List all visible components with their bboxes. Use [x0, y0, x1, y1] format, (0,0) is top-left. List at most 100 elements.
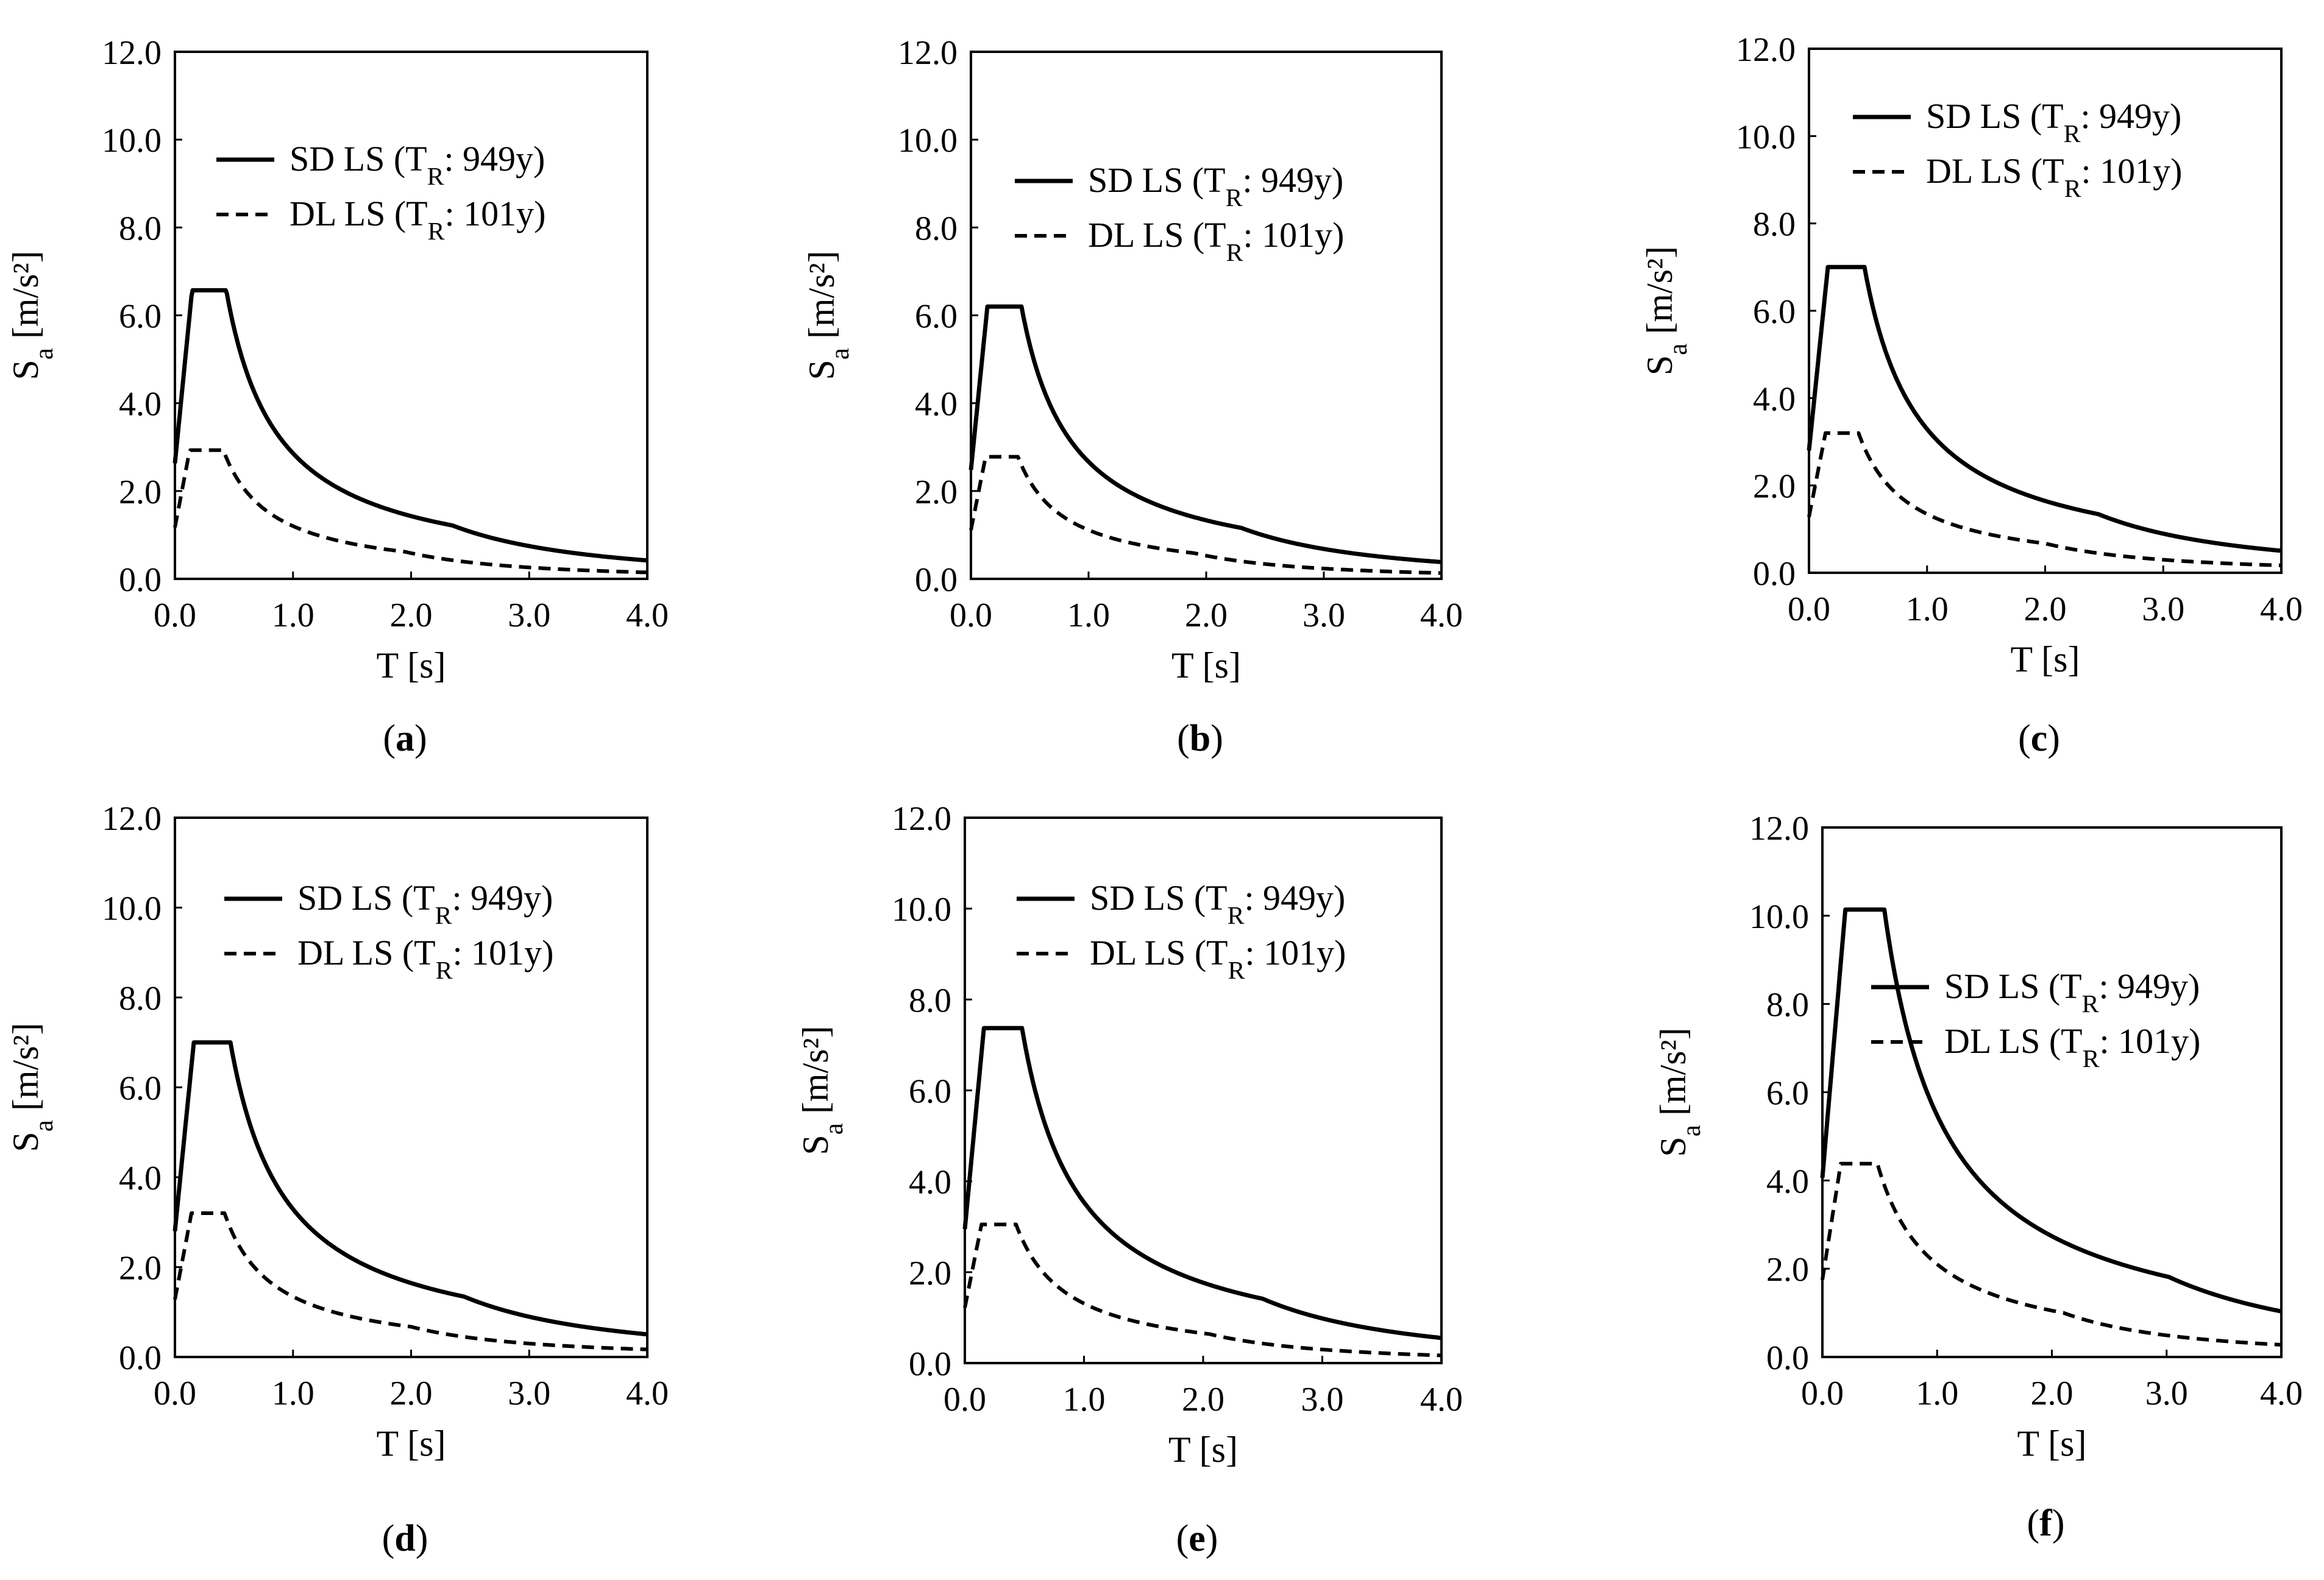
- x-tick-label: 2.0: [2031, 1375, 2073, 1412]
- y-tick-label: 12.0: [1749, 810, 1809, 848]
- legend-label-sd-ls: SD LS (TR: 949y): [1088, 160, 1343, 212]
- series-line-dl-ls: [1807, 431, 2283, 567]
- series-line-sd-ls: [968, 304, 1443, 564]
- y-tick-label: 10.0: [102, 890, 162, 928]
- x-axis-label: T [s]: [2011, 639, 2080, 679]
- y-tick-label: 8.0: [119, 980, 162, 1018]
- y-tick-label: 12.0: [102, 800, 162, 838]
- chart-panel-b: 0.0 2.0 4.0 6.0 8.0 10.0 12.0 0.0 1.0 2.0 3.0 4.0 T …: [801, 34, 1463, 759]
- y-tick-label: 8.0: [1766, 987, 1809, 1024]
- x-tick-label: 0.0: [1801, 1375, 1844, 1412]
- panel-caption: (b): [1177, 718, 1223, 759]
- y-axis-label: Sa [m/s²]: [5, 1022, 59, 1152]
- panel-caption: (e): [1176, 1518, 1218, 1559]
- y-tick-label: 2.0: [119, 1250, 162, 1288]
- y-tick-label: 6.0: [909, 1073, 951, 1111]
- x-tick-label: 1.0: [272, 597, 314, 634]
- y-tick-label: 6.0: [119, 298, 162, 336]
- legend-label-sd-ls: SD LS (TR: 949y): [1944, 966, 2200, 1018]
- y-tick-label: 0.0: [1766, 1339, 1809, 1377]
- series-line-dl-ls: [173, 1211, 649, 1352]
- x-tick-label: 0.0: [943, 1381, 986, 1419]
- y-tick-label: 4.0: [1753, 380, 1796, 418]
- y-tick-label: 6.0: [119, 1070, 162, 1108]
- legend-label-dl-ls: DL LS (TR: 101y): [1944, 1021, 2200, 1073]
- legend-label-dl-ls: DL LS (TR: 101y): [297, 933, 553, 985]
- x-tick-label: 3.0: [2142, 590, 2184, 628]
- y-tick-label: 2.0: [909, 1255, 951, 1292]
- y-tick-label: 0.0: [119, 561, 162, 599]
- x-axis-label: T [s]: [1168, 1429, 1238, 1470]
- series-line-dl-ls: [963, 1222, 1442, 1358]
- x-tick-label: 3.0: [508, 1375, 550, 1412]
- x-tick-label: 4.0: [626, 597, 669, 634]
- y-tick-label: 6.0: [1753, 293, 1796, 331]
- chart-panel-c: 0.0 2.0 4.0 6.0 8.0 10.0 12.0 0.0 1.0 2.0 3.0 4.0 T …: [1640, 31, 2303, 759]
- y-tick-label: 6.0: [915, 298, 958, 336]
- x-tick-label: 4.0: [2260, 590, 2303, 628]
- y-tick-label: 0.0: [915, 561, 958, 599]
- chart-panel-a: 0.0 2.0 4.0 6.0 8.0 10.0 12.0 0.0 1.0 2.0 3.0 4.0 T …: [5, 34, 669, 759]
- series-line-sd-ls: [172, 288, 649, 563]
- y-tick-label: 12.0: [1736, 31, 1796, 69]
- y-tick-label: 10.0: [1736, 118, 1796, 156]
- x-tick-label: 2.0: [1185, 597, 1228, 634]
- x-tick-label: 0.0: [1788, 590, 1830, 628]
- x-tick-label: 3.0: [1302, 597, 1345, 634]
- y-tick-label: 10.0: [1749, 898, 1809, 936]
- x-tick-label: 4.0: [1420, 1381, 1463, 1419]
- y-axis-label: Sa [m/s²]: [795, 1026, 848, 1155]
- x-tick-label: 2.0: [1182, 1381, 1224, 1419]
- y-tick-label: 10.0: [102, 122, 162, 160]
- panel-caption: (d): [382, 1518, 428, 1559]
- y-axis-label: Sa [m/s²]: [801, 250, 855, 380]
- chart-panel-e: 0.0 2.0 4.0 6.0 8.0 10.0 12.0 0.0 1.0 2.0 3.0 4.0 T …: [795, 800, 1463, 1559]
- series-line-sd-ls: [1807, 264, 2283, 553]
- x-tick-label: 1.0: [1063, 1381, 1106, 1419]
- y-tick-label: 8.0: [909, 982, 951, 1019]
- y-tick-label: 4.0: [119, 386, 162, 423]
- legend-label-sd-ls: SD LS (TR: 949y): [1090, 878, 1345, 930]
- y-axis-label: Sa [m/s²]: [1653, 1027, 1706, 1157]
- series-line-dl-ls: [969, 455, 1443, 575]
- legend-label-sd-ls: SD LS (TR: 949y): [290, 139, 545, 191]
- chart-panel-f: 0.0 2.0 4.0 6.0 8.0 10.0 12.0 0.0 1.0 2.0 3.0 4.0 T …: [1653, 810, 2303, 1544]
- series-line-sd-ls: [962, 1026, 1443, 1341]
- series-line-sd-ls: [172, 1040, 649, 1337]
- plot-frame: [174, 51, 649, 580]
- y-tick-label: 12.0: [892, 800, 951, 838]
- y-tick-label: 10.0: [892, 891, 951, 929]
- y-tick-label: 0.0: [119, 1339, 162, 1377]
- y-tick-label: 0.0: [909, 1345, 951, 1383]
- legend-label-dl-ls: DL LS (TR: 101y): [1926, 151, 2182, 203]
- x-tick-label: 2.0: [390, 1375, 433, 1412]
- x-tick-label: 4.0: [626, 1375, 669, 1412]
- series-line-sd-ls: [1820, 907, 2283, 1314]
- panel-caption: (c): [2018, 718, 2060, 759]
- x-axis-label: T [s]: [377, 645, 446, 685]
- y-tick-label: 2.0: [915, 473, 958, 511]
- panel-caption: (f): [2027, 1503, 2065, 1544]
- y-tick-label: 10.0: [898, 122, 958, 160]
- y-tick-label: 4.0: [915, 386, 958, 423]
- x-tick-label: 2.0: [390, 597, 433, 634]
- y-tick-label: 8.0: [119, 210, 162, 247]
- x-tick-label: 3.0: [2145, 1375, 2188, 1412]
- y-tick-label: 6.0: [1766, 1075, 1809, 1113]
- x-tick-label: 4.0: [2260, 1375, 2303, 1412]
- y-tick-label: 8.0: [1753, 206, 1796, 244]
- x-tick-label: 3.0: [1301, 1381, 1344, 1419]
- x-tick-label: 3.0: [508, 597, 550, 634]
- series-line-dl-ls: [1821, 1161, 2283, 1347]
- y-axis-label: Sa [m/s²]: [5, 250, 59, 380]
- legend-label-dl-ls: DL LS (TR: 101y): [290, 194, 545, 246]
- legend-label-sd-ls: SD LS (TR: 949y): [297, 878, 553, 930]
- x-tick-label: 1.0: [1916, 1375, 1958, 1412]
- x-tick-label: 1.0: [272, 1375, 314, 1412]
- y-tick-label: 4.0: [119, 1160, 162, 1197]
- y-tick-label: 8.0: [915, 210, 958, 247]
- legend-label-dl-ls: DL LS (TR: 101y): [1090, 933, 1346, 985]
- legend-label-sd-ls: SD LS (TR: 949y): [1926, 96, 2181, 148]
- y-tick-label: 2.0: [1766, 1251, 1809, 1289]
